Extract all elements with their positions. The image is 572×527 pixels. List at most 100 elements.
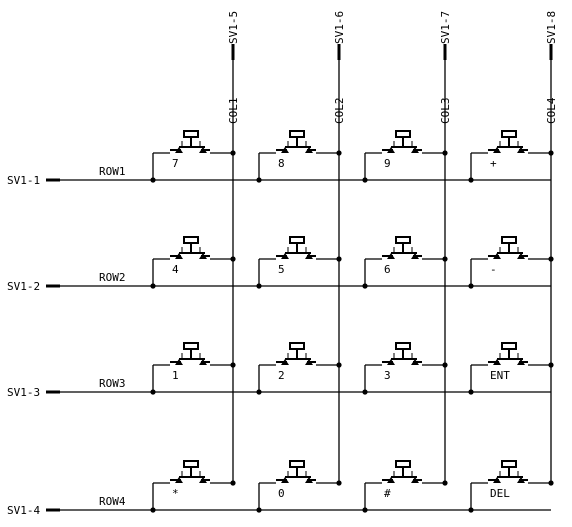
key-label: 3 <box>384 369 391 382</box>
switch-pin-right <box>411 147 419 153</box>
junction-dot-column <box>442 480 448 486</box>
switch-pin-right <box>517 477 525 483</box>
key-label: 7 <box>172 157 179 170</box>
junction-dot-column <box>548 150 554 156</box>
pushbutton-switch <box>256 342 342 395</box>
junction-dot-column <box>336 256 342 262</box>
switch-pin-right <box>199 477 207 483</box>
junction-dot-column <box>230 256 236 262</box>
switch-cap <box>289 130 305 138</box>
switch-pin-right <box>517 253 525 259</box>
switches-layer <box>150 130 554 513</box>
switch-cap <box>395 460 411 468</box>
switch-cap <box>501 460 517 468</box>
switch-pin-left <box>175 253 183 259</box>
switch-pin-right <box>411 253 419 259</box>
junction-dot-column <box>336 150 342 156</box>
switch-pin-left <box>387 359 395 365</box>
switch-pin-left <box>175 477 183 483</box>
junction-dot-row <box>256 283 262 289</box>
key-label: 4 <box>172 263 179 276</box>
junction-dot-column <box>442 150 448 156</box>
key-label: ENT <box>490 369 510 382</box>
key-label: 0 <box>278 487 285 500</box>
pushbutton-switch <box>468 342 554 395</box>
junction-dot-row <box>468 507 474 513</box>
pushbutton-switch <box>468 130 554 183</box>
row-net-label: ROW1 <box>99 165 126 178</box>
junction-dot-column <box>230 362 236 368</box>
switch-cap <box>501 130 517 138</box>
switch-pin-left <box>281 477 289 483</box>
column-connector-label: SV1-6 <box>333 11 346 44</box>
switch-cap <box>395 236 411 244</box>
junction-dot-column <box>230 150 236 156</box>
junction-dot-row <box>362 283 368 289</box>
key-label: DEL <box>490 487 510 500</box>
switch-pin-left <box>387 147 395 153</box>
switch-pin-left <box>493 477 501 483</box>
key-label: 9 <box>384 157 391 170</box>
pushbutton-switch <box>256 236 342 289</box>
switch-pin-right <box>411 477 419 483</box>
key-label: + <box>490 157 497 170</box>
switch-pin-left <box>281 253 289 259</box>
switch-cap <box>183 236 199 244</box>
switch-cap <box>183 460 199 468</box>
column-connector-label: SV1-5 <box>227 11 240 44</box>
switch-pin-left <box>175 359 183 365</box>
column-net-label: COL1 <box>227 98 240 125</box>
junction-dot-row <box>468 177 474 183</box>
switch-pin-right <box>517 147 525 153</box>
key-label: 1 <box>172 369 179 382</box>
row-connector-label: SV1-3 <box>7 386 40 399</box>
switch-pin-right <box>411 359 419 365</box>
key-label: # <box>384 487 391 500</box>
row-net-label: ROW4 <box>99 495 126 508</box>
switch-pin-right <box>199 147 207 153</box>
switch-pin-left <box>387 253 395 259</box>
pushbutton-switch <box>256 460 342 513</box>
junction-dot-row <box>150 283 156 289</box>
wires-layer <box>46 44 553 512</box>
junction-dot-row <box>256 177 262 183</box>
column-net-label: COL2 <box>333 98 346 125</box>
switch-pin-left <box>281 359 289 365</box>
junction-dot-column <box>442 362 448 368</box>
junction-dot-column <box>548 362 554 368</box>
switch-pin-right <box>199 359 207 365</box>
pushbutton-switch <box>150 342 236 395</box>
switch-pin-right <box>305 359 313 365</box>
junction-dot-row <box>362 177 368 183</box>
row-net-label: ROW3 <box>99 377 126 390</box>
switch-cap <box>183 342 199 350</box>
key-label: * <box>172 487 179 500</box>
switch-cap <box>501 236 517 244</box>
junction-dot-column <box>548 480 554 486</box>
switch-pin-left <box>493 359 501 365</box>
junction-dot-row <box>150 177 156 183</box>
key-label: 5 <box>278 263 285 276</box>
key-label: - <box>490 263 497 276</box>
switch-cap <box>395 130 411 138</box>
key-label: 8 <box>278 157 285 170</box>
switch-cap <box>289 342 305 350</box>
switch-cap <box>501 342 517 350</box>
key-label: 6 <box>384 263 391 276</box>
switch-pin-right <box>517 359 525 365</box>
switch-pin-right <box>305 147 313 153</box>
junction-dot-column <box>230 480 236 486</box>
pushbutton-switch <box>468 460 554 513</box>
switch-pin-left <box>493 253 501 259</box>
labels-layer: SV1-1 ROW1 SV1-2 ROW2 SV1-3 ROW3 SV1-4 ROW4 SV1-… <box>7 11 558 517</box>
row-connector-label: SV1-1 <box>7 174 40 187</box>
pushbutton-switch <box>256 130 342 183</box>
junction-dot-row <box>150 507 156 513</box>
pushbutton-switch <box>468 236 554 289</box>
row-connector-label: SV1-4 <box>7 504 40 517</box>
column-connector-label: SV1-8 <box>545 11 558 44</box>
switch-cap <box>289 236 305 244</box>
pushbutton-switch <box>362 130 448 183</box>
junction-dot-column <box>548 256 554 262</box>
